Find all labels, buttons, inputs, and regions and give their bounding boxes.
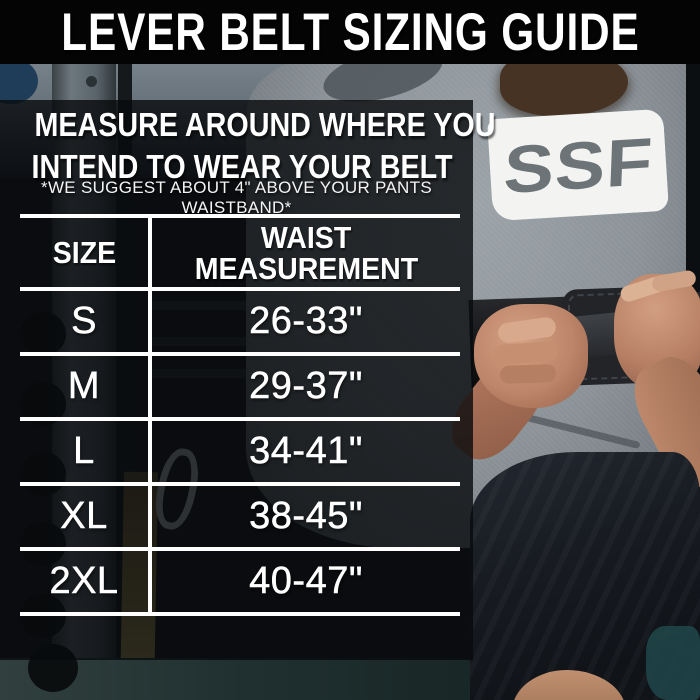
waist-cell: 26-33" <box>249 300 363 343</box>
size-cell: M <box>20 356 152 417</box>
size-cell: XL <box>20 486 152 547</box>
waistband-note: *WE SUGGEST ABOUT 4" ABOVE YOUR PANTS WA… <box>41 178 432 217</box>
size-table: SIZE WAIST MEASUREMENT S 26-33" M 29-37"… <box>20 214 460 616</box>
waist-column-header: WAIST MEASUREMENT <box>194 219 418 286</box>
size-cell: 2XL <box>20 551 152 612</box>
table-row: L 34-41" <box>20 421 460 486</box>
waist-cell: 38-45" <box>249 495 363 538</box>
waist-cell: 34-41" <box>249 430 363 473</box>
measure-heading-line1: MEASURE AROUND WHERE YOU <box>34 106 496 143</box>
size-cell: L <box>20 421 152 482</box>
page-title: LEVER BELT SIZING GUIDE <box>60 2 640 62</box>
table-row: M 29-37" <box>20 356 460 421</box>
measure-heading-line2: INTEND TO WEAR YOUR BELT <box>31 148 453 185</box>
finger <box>499 364 557 384</box>
size-cell: S <box>20 291 152 352</box>
ssf-logo-patch: SSF <box>487 108 669 222</box>
table-row: 2XL 40-47" <box>20 551 460 616</box>
waist-cell: 29-37" <box>249 365 363 408</box>
ssf-logo-text: SSF <box>501 122 655 208</box>
measure-heading: MEASURE AROUND WHERE YOU INTEND TO WEAR … <box>0 107 495 191</box>
waist-cell: 40-47" <box>249 560 363 603</box>
table-row: S 26-33" <box>20 291 460 356</box>
rack-bolt <box>86 76 97 87</box>
background-equipment <box>646 626 700 700</box>
table-row: XL 38-45" <box>20 486 460 551</box>
table-header-row: SIZE WAIST MEASUREMENT <box>20 218 460 291</box>
title-banner: LEVER BELT SIZING GUIDE <box>0 0 700 64</box>
size-column-header: SIZE <box>20 218 152 287</box>
info-panel: MEASURE AROUND WHERE YOU INTEND TO WEAR … <box>0 100 495 660</box>
